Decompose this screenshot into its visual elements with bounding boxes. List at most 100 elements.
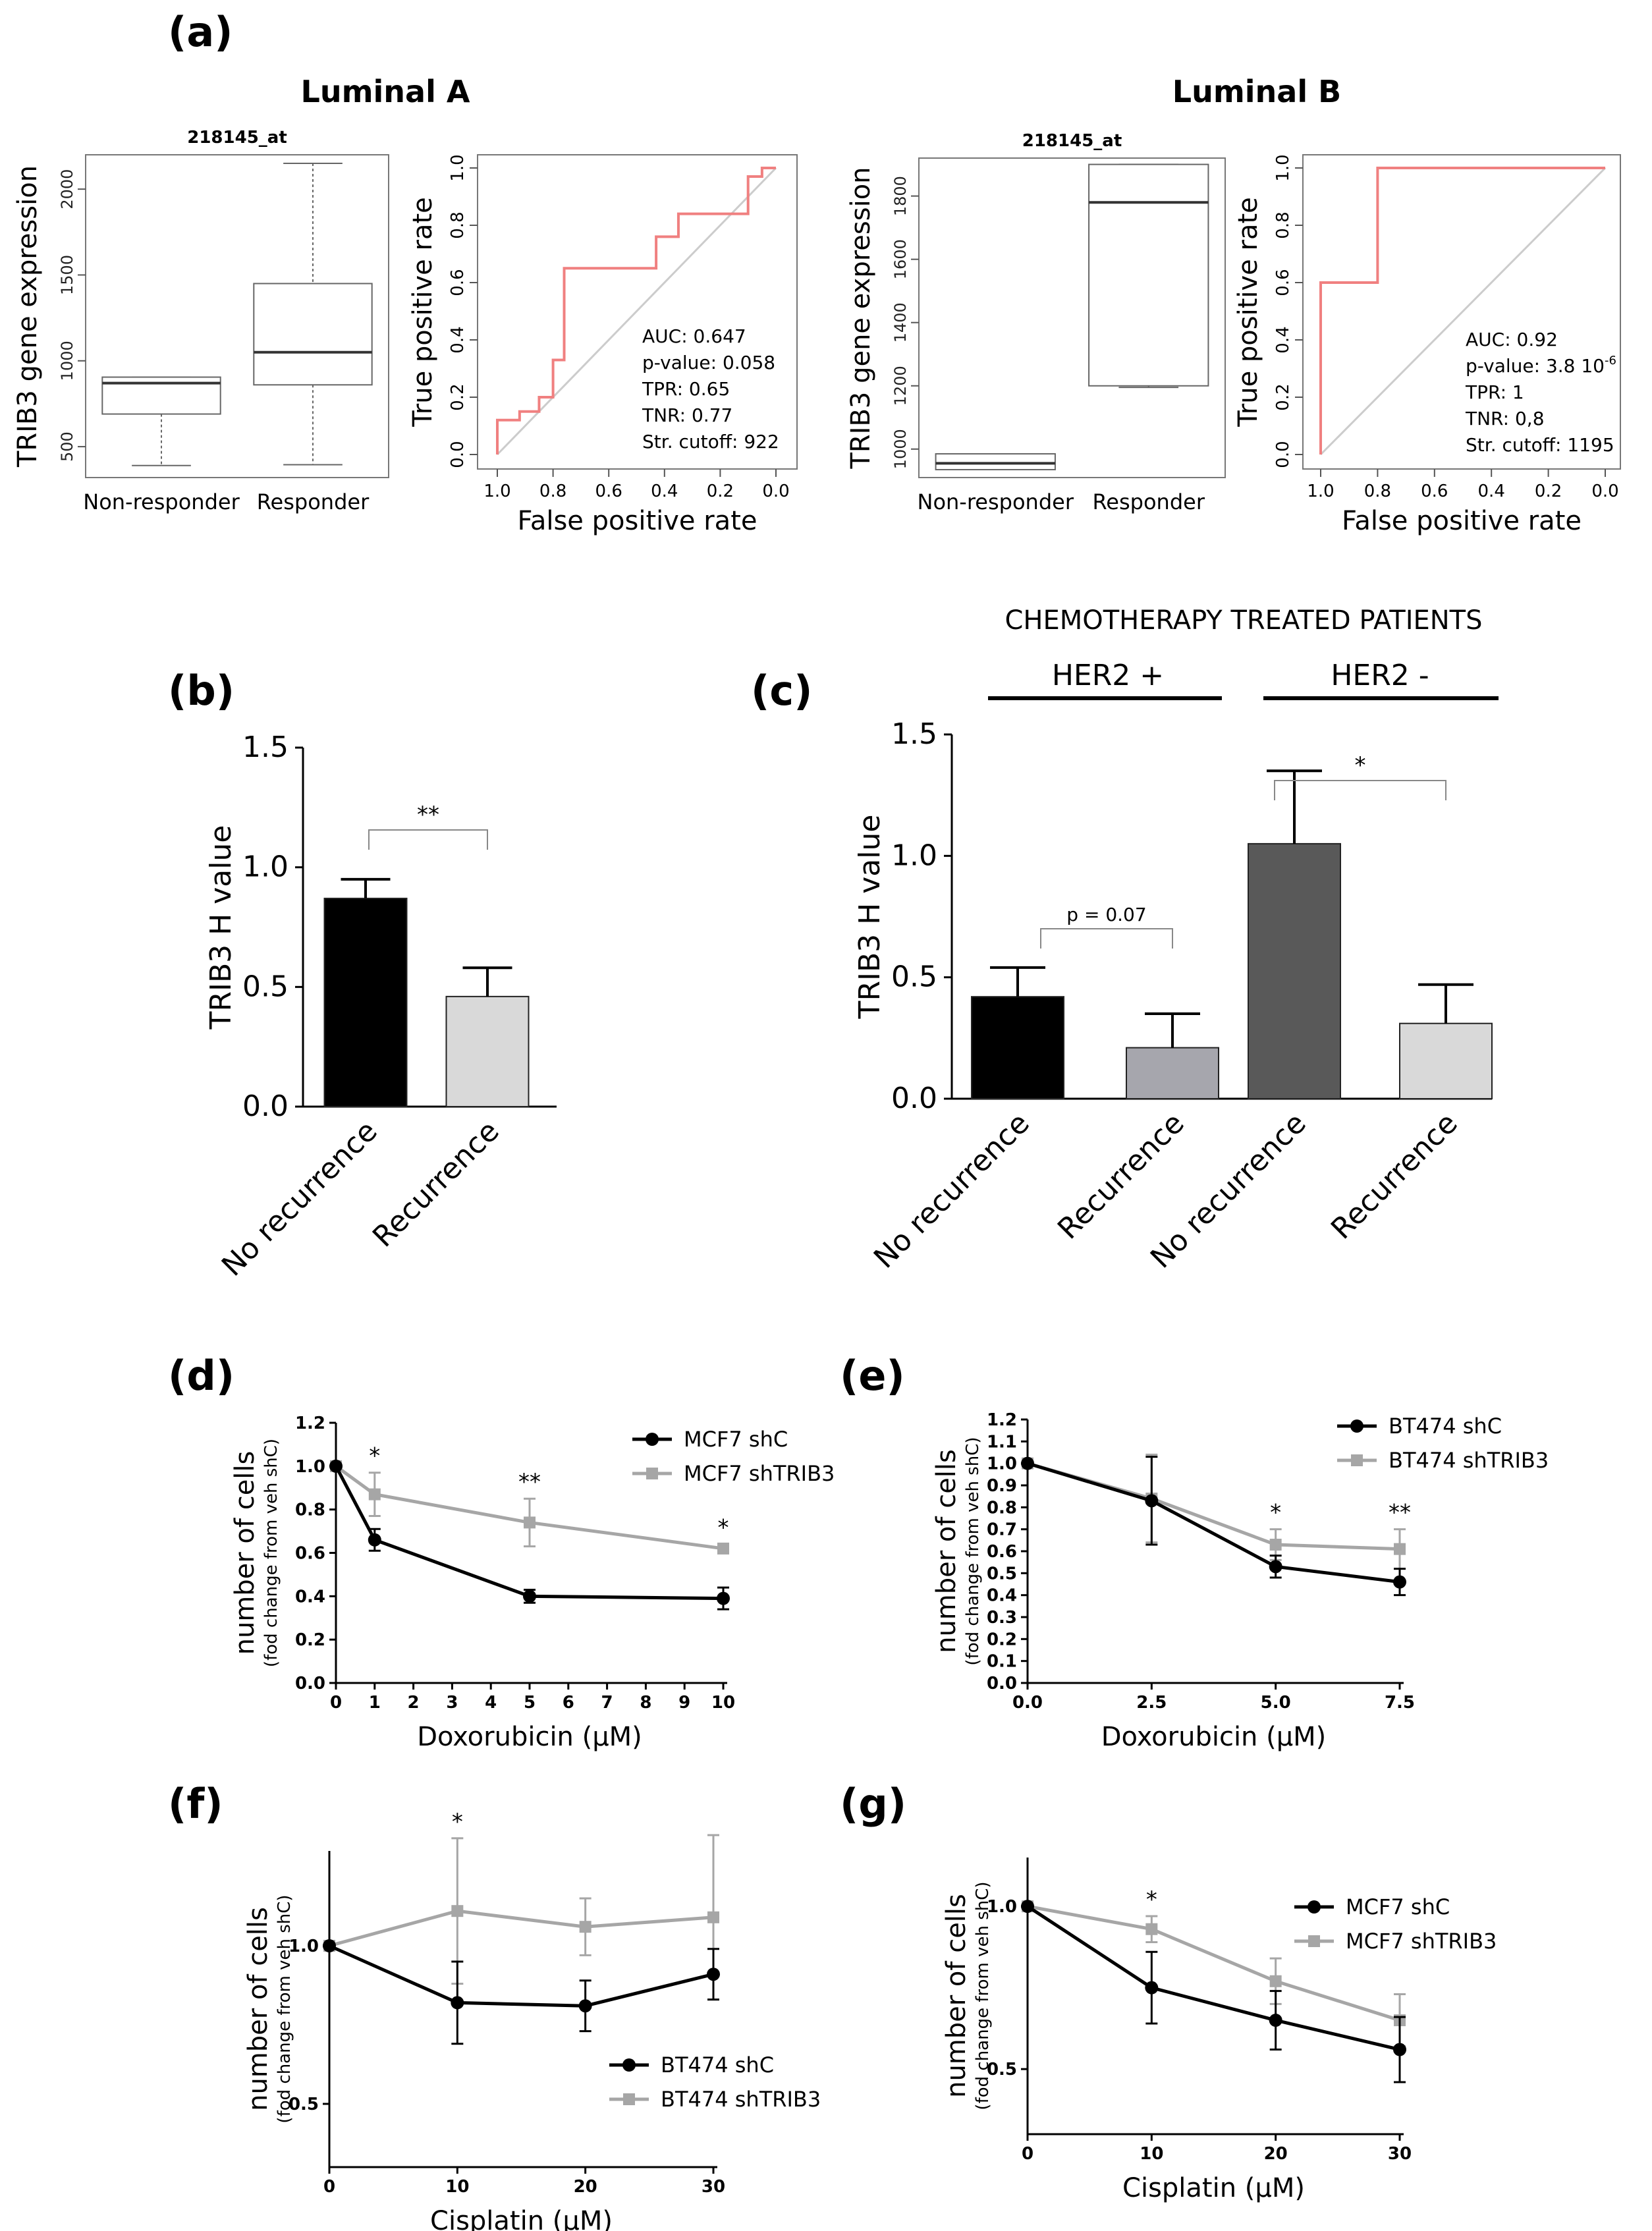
luminal-a-title: Luminal A bbox=[301, 74, 470, 109]
y-tick-label: 0.7 bbox=[987, 1520, 1017, 1540]
y-tick-label: 0.4 bbox=[1273, 326, 1293, 353]
series-1 bbox=[329, 1459, 730, 1611]
y-axis-title: number of cells bbox=[931, 1449, 962, 1653]
significance-label: * bbox=[1355, 752, 1366, 779]
series-line bbox=[1027, 1462, 1400, 1584]
series-1 bbox=[323, 1939, 720, 2045]
y-tick-label: 1000 bbox=[58, 341, 76, 381]
series-2 bbox=[1022, 1453, 1406, 1570]
data-point bbox=[707, 1968, 720, 1981]
box-2 bbox=[1088, 163, 1209, 389]
x-tick-label: 0.4 bbox=[1478, 482, 1505, 501]
data-point bbox=[578, 1999, 592, 2013]
data-point bbox=[1145, 1494, 1159, 1508]
x-tick-label: 20 bbox=[574, 2177, 597, 2197]
roc-stats: AUC: 0.92 p-value: 3.8 10-6 TPR: 1 TNR: 0,8… bbox=[1465, 329, 1616, 456]
mcf7-cisplatin-line-chart: 0 10 20 30 0.5 1.0 Cisplatin (µM) number of cel… bbox=[941, 1858, 1497, 2203]
y-axis-title: number of cells bbox=[941, 1894, 972, 2098]
legend-marker bbox=[1351, 1454, 1363, 1466]
bar-1 bbox=[323, 877, 408, 1108]
luminal-b-roc-curve: 1.0 0.8 0.6 0.4 0.2 0.0 0.0 0.2 0.4 0.6 0.8 1.0 Fals… bbox=[1233, 154, 1621, 536]
y-tick-label: 0.6 bbox=[448, 269, 468, 296]
y-tick-label: 0.6 bbox=[987, 1542, 1017, 1562]
x-tick-label: 0.6 bbox=[1421, 482, 1448, 501]
bar-1 bbox=[971, 966, 1064, 1100]
x-axis-title: Cisplatin (µM) bbox=[1122, 2173, 1305, 2203]
legend-item-1: BT474 shC bbox=[1337, 1414, 1502, 1439]
x-category-label: Recurrence bbox=[366, 1115, 506, 1254]
y-axis: 0.00.1 0.2 0.30.40.50.60.70.80.91.01.11.2 bbox=[987, 1410, 1028, 1694]
x-axis: 0 1 2 3 4 5 6 7 8 9 10 bbox=[330, 1683, 735, 1713]
legend-marker bbox=[622, 2058, 636, 2072]
bt474-doxorubicin-line-chart: 0.0 2.5 5.0 7.50.00.10.20.30.40.50.60.70.80… bbox=[931, 1410, 1549, 1752]
box-1 bbox=[101, 376, 221, 466]
significance-stars: * bbox=[1146, 1887, 1157, 1913]
panel-label-f: (f) bbox=[168, 1780, 223, 1828]
y-tick-label: 1800 bbox=[891, 176, 910, 216]
series-2 bbox=[323, 1834, 719, 2001]
y-tick-label: 0.8 bbox=[448, 211, 468, 238]
roc-stat-line: TNR: 0.77 bbox=[642, 404, 732, 426]
plot-frame bbox=[918, 157, 1226, 478]
y-axis: 500 1000 1500 2000 bbox=[58, 169, 86, 462]
y-tick-label: 0.0 bbox=[1273, 441, 1293, 468]
x-tick-label: 2 bbox=[408, 1693, 420, 1713]
x-axis: 0 10 20 30 bbox=[323, 2167, 725, 2197]
x-tick-label: 10 bbox=[711, 1693, 735, 1713]
legend-label: MCF7 shC bbox=[684, 1427, 788, 1452]
roc-stat-line: AUC: 0.647 bbox=[642, 325, 746, 347]
significance-star: * bbox=[452, 1809, 463, 1835]
y-axis-subtitle: (fod change from veh shC) bbox=[963, 1437, 983, 1665]
legend-label: BT474 shC bbox=[1389, 1414, 1502, 1439]
x-tick-label: 30 bbox=[702, 2177, 725, 2197]
legend-item-2: MCF7 shTRIB3 bbox=[1294, 1929, 1497, 1954]
legend: MCF7 shC MCF7 shTRIB3 bbox=[1294, 1894, 1497, 1954]
plot-frame bbox=[477, 154, 798, 470]
plot-frame bbox=[85, 154, 389, 478]
data-point bbox=[579, 1921, 592, 1933]
x-tick-label: 0 bbox=[323, 2177, 335, 2197]
x-axis: 1.0 0.8 0.6 0.4 0.2 0.0 bbox=[483, 469, 790, 501]
y-tick-label: 0.2 bbox=[448, 383, 468, 410]
bar-2 bbox=[445, 966, 530, 1108]
legend-label: MCF7 shTRIB3 bbox=[1346, 1929, 1497, 1954]
significance-star: * bbox=[1146, 1887, 1157, 1913]
x-tick-label: 5.0 bbox=[1261, 1693, 1291, 1713]
y-tick-label: 1.0 bbox=[1273, 154, 1293, 181]
data-point bbox=[323, 1939, 336, 1952]
legend-marker bbox=[1308, 1935, 1320, 1947]
roc-stats: AUC: 0.647 p-value: 0.058 TPR: 0.65 TNR: 0.… bbox=[642, 325, 779, 453]
x-tick-label: 3 bbox=[446, 1693, 458, 1713]
significance-bracket bbox=[1040, 928, 1173, 949]
x-category-label: Non-responder bbox=[918, 489, 1074, 514]
y-tick-label: 0.0 bbox=[987, 1674, 1017, 1694]
x-tick-label: 1 bbox=[369, 1693, 381, 1713]
legend: BT474 shC BT474 shTRIB3 bbox=[1337, 1414, 1549, 1473]
y-tick-label: 1.0 bbox=[987, 1454, 1017, 1474]
x-tick-label: 2.5 bbox=[1136, 1693, 1167, 1713]
series-line bbox=[1026, 1905, 1400, 2051]
x-tick-label: 0.0 bbox=[762, 482, 789, 501]
y-tick-label: 2000 bbox=[58, 169, 76, 209]
y-tick-label: 0.8 bbox=[1273, 211, 1293, 238]
probe-id: 218145_at bbox=[1022, 131, 1122, 151]
data-point bbox=[523, 1589, 536, 1603]
x-tick-label: 8 bbox=[640, 1693, 651, 1713]
box-1 bbox=[935, 453, 1056, 470]
x-category-label: No recurrence bbox=[867, 1107, 1036, 1275]
y-tick-label: 0.2 bbox=[295, 1630, 325, 1650]
x-tick-label: 0.8 bbox=[1364, 482, 1391, 501]
box-2 bbox=[253, 163, 373, 466]
y-tick-label: 0.4 bbox=[448, 326, 468, 353]
y-axis: 1000 1200 1400 1600 1800 bbox=[891, 176, 919, 469]
panel-label-g: (g) bbox=[840, 1780, 906, 1828]
bar-3 bbox=[1248, 769, 1341, 1100]
legend-item-2: BT474 shTRIB3 bbox=[1337, 1448, 1549, 1473]
y-tick-label: 0.4 bbox=[987, 1586, 1017, 1606]
chance-diagonal bbox=[1319, 167, 1607, 456]
x-tick-label: 0.2 bbox=[707, 482, 734, 501]
y-tick-label: 1.5 bbox=[891, 717, 937, 751]
x-axis-title: Doxorubicin (µM) bbox=[1101, 1722, 1327, 1752]
bar-2 bbox=[1126, 1012, 1219, 1099]
panel-label-b: (b) bbox=[168, 667, 234, 715]
